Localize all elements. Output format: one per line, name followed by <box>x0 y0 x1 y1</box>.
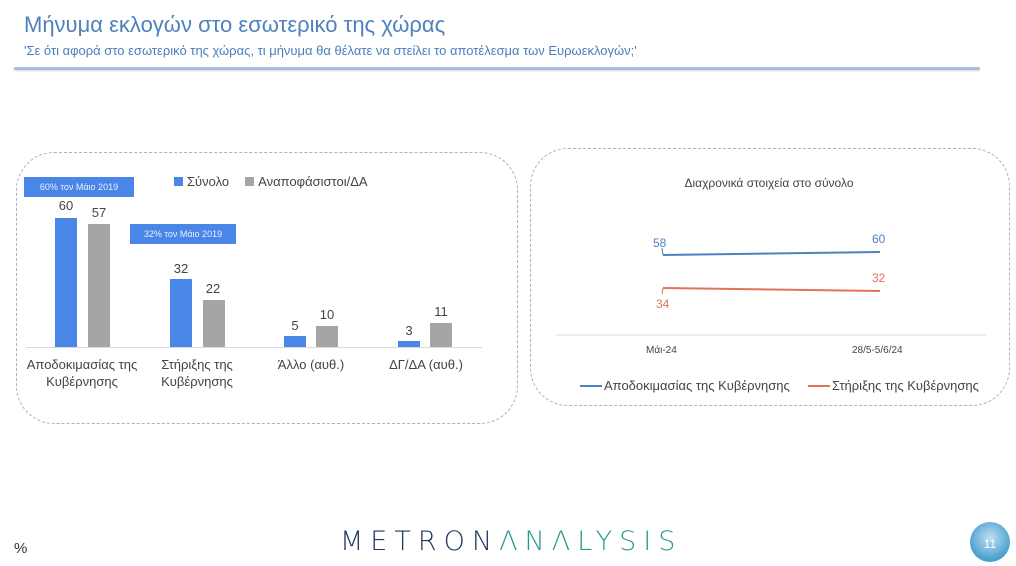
x-axis <box>26 347 482 348</box>
bar-undecided-disapproval <box>88 224 110 347</box>
bar-undecided-other <box>316 326 338 347</box>
category-label: Άλλο (αυθ.) <box>277 357 345 372</box>
page-title: Μήνυμα εκλογών στο εσωτερικό της χώρας <box>24 12 446 37</box>
unit-label: % <box>14 540 28 557</box>
page-subtitle: 'Σε ότι αφορά στο εσωτερικό της χώρας, τ… <box>24 43 637 58</box>
bar-total-support <box>170 279 192 347</box>
legend-item-total: Σύνολο <box>174 174 229 189</box>
bar-legend: Σύνολο Αναποφάσιστοι/ΔΑ <box>174 174 368 189</box>
legend-line-red <box>808 384 830 387</box>
line-chart-panel <box>530 148 1010 406</box>
line-value: 32 <box>872 271 886 285</box>
metron-analysis-logo: METRONΛNΛLYSIS <box>340 526 683 557</box>
x-tick-label: 28/5-5/6/24 <box>852 345 903 356</box>
bar-value: 32 <box>173 261 189 276</box>
bar-value: 10 <box>319 307 335 322</box>
line-chart-title: Διαχρονικά στοιχεία στο σύνολο <box>684 176 854 190</box>
bar-value: 3 <box>405 323 413 338</box>
category-label: Αποδοκιμασίας της Κυβέρνησης <box>26 357 138 389</box>
bar-undecided-dk <box>430 323 452 347</box>
line-value: 34 <box>656 297 670 311</box>
bar-value: 11 <box>434 304 448 319</box>
line-value: 60 <box>872 232 886 246</box>
legend-label: Σύνολο <box>187 174 230 189</box>
legend-swatch-blue <box>174 177 183 186</box>
bar-chart-panel <box>16 152 518 424</box>
bar-total-disapproval <box>55 218 77 347</box>
bar-undecided-support <box>203 300 225 347</box>
category-label: Στήριξης της Κυβέρνησης <box>161 357 233 389</box>
bar-value: 22 <box>205 281 221 296</box>
note-2019-disapproval: 60% τον Μάιο 2019 <box>24 177 134 197</box>
x-tick-label: Μάι-24 <box>646 345 677 356</box>
legend-label: Αναποφάσιστοι/ΔΑ <box>258 174 368 189</box>
category-label: ΔΓ/ΔΑ (αυθ.) <box>389 357 463 372</box>
note-2019-support: 32% τον Μάιο 2019 <box>130 224 236 244</box>
bar-total-other <box>284 336 306 347</box>
page-number-badge: 11 <box>970 522 1010 562</box>
legend-item-disapproval: Αποδοκιμασίας της Κυβέρνησης <box>580 378 790 393</box>
line-value: 58 <box>653 236 667 250</box>
legend-item-support: Στήριξης της Κυβέρνησης <box>808 378 979 393</box>
bar-value: 60 <box>58 198 74 213</box>
bar-value: 5 <box>291 318 299 333</box>
bar-value: 57 <box>91 205 107 220</box>
line-plot <box>556 247 986 336</box>
legend-line-blue <box>580 384 602 387</box>
bar-total-dk <box>398 341 420 347</box>
legend-item-undecided: Αναποφάσιστοι/ΔΑ <box>245 174 368 189</box>
legend-swatch-grey <box>245 177 255 186</box>
header-divider <box>14 67 980 70</box>
